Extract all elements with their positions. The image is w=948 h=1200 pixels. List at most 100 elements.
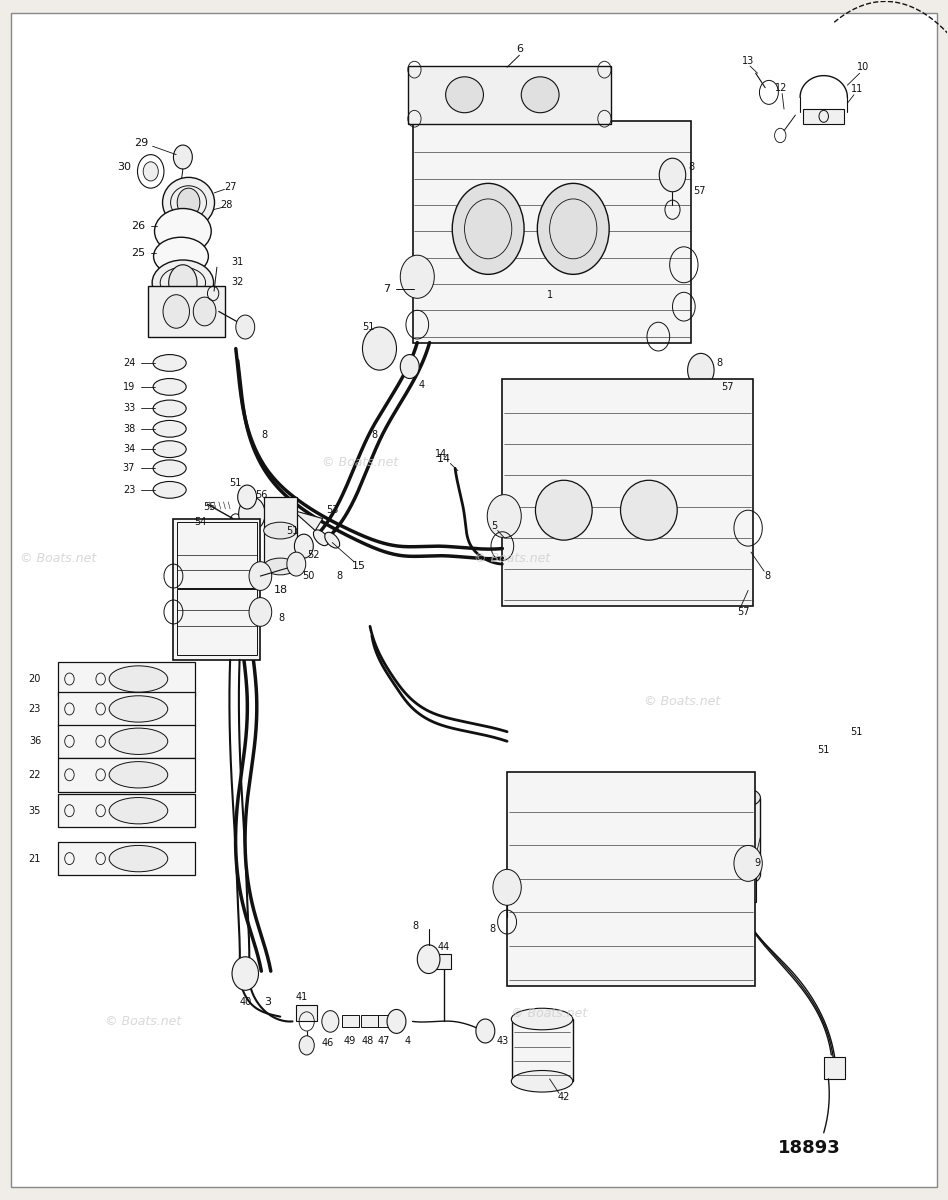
Bar (360, 1015, 377, 1027)
Text: 7: 7 (384, 283, 391, 294)
Ellipse shape (153, 354, 186, 371)
Bar (58, 794, 195, 828)
Text: 23: 23 (123, 485, 136, 494)
Ellipse shape (109, 798, 168, 824)
Text: 32: 32 (231, 276, 244, 287)
Ellipse shape (153, 400, 186, 416)
Bar (173, 518, 261, 660)
Text: © Boats.net: © Boats.net (512, 1007, 588, 1020)
Bar (177, 589, 257, 655)
Text: 34: 34 (123, 444, 136, 454)
Text: 18893: 18893 (778, 1139, 841, 1157)
Circle shape (659, 158, 685, 192)
Text: 52: 52 (307, 550, 319, 559)
Text: 46: 46 (321, 1038, 334, 1048)
Ellipse shape (152, 260, 213, 306)
Text: © Boats.net: © Boats.net (105, 1015, 181, 1028)
Text: © Boats.net: © Boats.net (474, 552, 550, 564)
Text: 8: 8 (337, 571, 343, 581)
Text: 47: 47 (378, 1036, 391, 1045)
Text: 5: 5 (492, 521, 498, 530)
Circle shape (193, 298, 216, 326)
Text: © Boats.net: © Boats.net (644, 695, 720, 708)
Text: 57: 57 (738, 607, 750, 617)
Ellipse shape (153, 420, 186, 437)
Text: 37: 37 (123, 463, 136, 473)
Circle shape (169, 265, 197, 301)
Bar (58, 662, 195, 696)
Circle shape (249, 562, 272, 590)
Text: 29: 29 (135, 138, 149, 148)
Ellipse shape (446, 77, 483, 113)
Text: 26: 26 (132, 222, 145, 232)
Text: 30: 30 (118, 162, 131, 172)
Circle shape (287, 552, 306, 576)
Bar (377, 1015, 391, 1027)
Circle shape (400, 354, 419, 378)
Text: 50: 50 (302, 571, 315, 581)
Text: © Boats.net: © Boats.net (20, 552, 97, 564)
Text: 48: 48 (362, 1036, 374, 1045)
Text: 40: 40 (239, 997, 251, 1007)
Ellipse shape (109, 846, 168, 871)
Bar (341, 1015, 358, 1027)
Ellipse shape (325, 533, 339, 548)
Ellipse shape (162, 178, 214, 228)
Ellipse shape (264, 522, 297, 539)
Text: 25: 25 (132, 248, 145, 258)
Circle shape (173, 145, 192, 169)
Text: 51: 51 (286, 526, 299, 535)
Text: © Boats.net: © Boats.net (322, 456, 399, 469)
Bar (512, 1019, 574, 1081)
Ellipse shape (264, 558, 297, 575)
Text: 49: 49 (343, 1036, 356, 1045)
Circle shape (321, 1010, 338, 1032)
Circle shape (163, 295, 190, 329)
Ellipse shape (153, 481, 186, 498)
Text: 57: 57 (721, 382, 734, 392)
Text: 4: 4 (405, 1036, 410, 1045)
Text: 27: 27 (224, 182, 236, 192)
Text: 19: 19 (123, 382, 136, 392)
Text: 38: 38 (123, 424, 136, 433)
Text: 8: 8 (490, 924, 496, 935)
Text: 8: 8 (764, 571, 770, 581)
Circle shape (400, 256, 434, 299)
Text: 8: 8 (717, 358, 722, 368)
Ellipse shape (715, 864, 760, 886)
Text: 10: 10 (857, 62, 869, 72)
Circle shape (238, 485, 257, 509)
Text: © Boats.net: © Boats.net (105, 1015, 181, 1028)
Text: 51: 51 (229, 478, 242, 487)
Ellipse shape (109, 762, 168, 788)
Circle shape (177, 188, 200, 217)
Circle shape (476, 1019, 495, 1043)
Text: © Boats.net: © Boats.net (512, 1007, 588, 1020)
Text: 14: 14 (437, 454, 451, 463)
Text: 44: 44 (438, 942, 450, 952)
Bar (148, 287, 226, 337)
Ellipse shape (154, 238, 209, 276)
Text: 1: 1 (547, 289, 553, 300)
Text: 11: 11 (850, 84, 863, 94)
Text: 8: 8 (412, 920, 418, 931)
Circle shape (387, 1009, 406, 1033)
Text: 51: 51 (850, 727, 863, 737)
Text: 8: 8 (278, 613, 284, 623)
Bar (412, 121, 691, 342)
Ellipse shape (109, 696, 168, 722)
Text: 21: 21 (28, 853, 41, 864)
Bar (58, 725, 195, 758)
Text: 18: 18 (274, 586, 288, 595)
Text: © Boats.net: © Boats.net (322, 456, 399, 469)
Text: 31: 31 (231, 257, 244, 268)
Bar (408, 66, 611, 124)
Bar (58, 842, 195, 875)
Text: 20: 20 (28, 674, 41, 684)
Text: 8: 8 (372, 430, 378, 439)
Ellipse shape (109, 666, 168, 692)
Ellipse shape (715, 787, 760, 809)
Text: 51: 51 (817, 745, 830, 755)
Ellipse shape (155, 209, 211, 254)
Bar (507, 773, 755, 985)
